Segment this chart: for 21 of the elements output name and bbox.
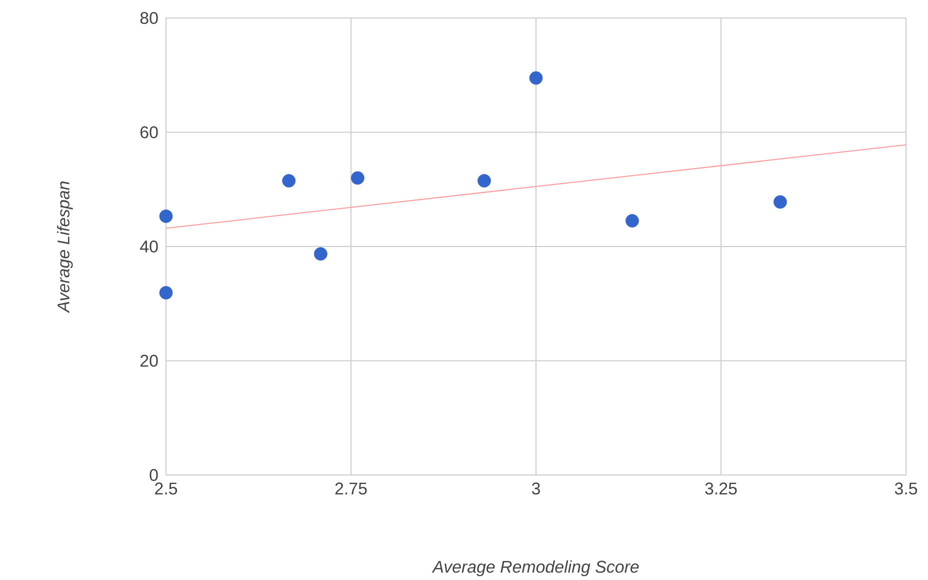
x-tick-label: 2.75: [335, 482, 367, 495]
point: [350, 171, 364, 185]
point: [159, 210, 173, 223]
x-tick-label: 3.25: [705, 482, 737, 495]
y-tick-label: 40: [140, 240, 158, 253]
point: [314, 247, 328, 261]
point: [529, 71, 543, 85]
y-tick-label: 20: [140, 354, 158, 367]
y-tick-label: 60: [140, 126, 158, 138]
y-tick-label: 80: [140, 12, 158, 24]
point: [282, 174, 296, 188]
point: [626, 214, 639, 228]
x-axis-title: Average Remodeling Score: [432, 560, 639, 576]
x-tick-label: 3.5: [894, 482, 918, 495]
x-tick-label: 2.5: [155, 482, 178, 495]
x-tick-label: 3: [532, 482, 540, 495]
point: [774, 195, 787, 209]
y-axis-title: Average Lifespan: [57, 182, 73, 314]
point: [159, 286, 173, 300]
point: [478, 174, 491, 188]
y-tick-label: 0: [150, 469, 158, 481]
